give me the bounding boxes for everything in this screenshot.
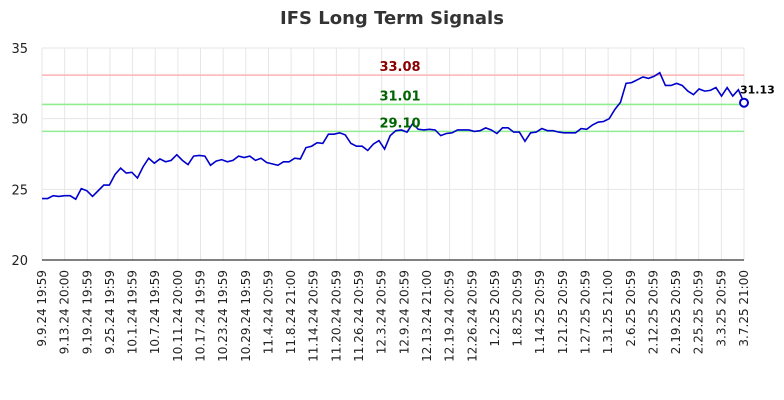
x-tick-label: 3.7.25 21:00 — [737, 270, 751, 347]
x-tick-label: 1.21.25 20:59 — [556, 270, 570, 354]
x-tick-label: 10.7.24 19:59 — [148, 270, 162, 354]
x-tick-label: 10.23.24 19:59 — [216, 270, 230, 362]
x-tick-label: 3.3.25 20:59 — [714, 270, 728, 347]
x-tick-label: 2.6.25 20:59 — [624, 270, 638, 347]
x-tick-label: 12.9.24 20:59 — [397, 270, 411, 354]
reference-label: 29.10 — [379, 116, 420, 131]
x-tick-label: 11.14.24 20:59 — [307, 270, 321, 362]
x-tick-label: 12.13.24 21:00 — [420, 270, 434, 362]
x-tick-label: 2.19.25 20:59 — [669, 270, 683, 354]
x-tick-label: 2.25.25 20:59 — [692, 270, 706, 354]
series-line — [42, 71, 745, 201]
x-tick-label: 10.1.24 19:59 — [126, 270, 140, 354]
x-tick-label: 1.8.25 20:59 — [511, 270, 525, 347]
x-tick-label: 11.20.24 20:59 — [329, 270, 343, 362]
x-tick-label: 10.17.24 19:59 — [194, 270, 208, 362]
last-point-marker — [739, 97, 749, 108]
reference-label: 31.01 — [379, 89, 420, 104]
last-value-label: 31.13 — [740, 84, 775, 97]
y-tick-label: 20 — [11, 254, 28, 269]
x-tick-label: 11.26.24 20:59 — [352, 270, 366, 362]
reference-label: 33.08 — [379, 60, 420, 75]
x-tick-label: 1.27.25 20:59 — [578, 270, 592, 354]
x-tick-label: 10.29.24 19:59 — [239, 270, 253, 362]
y-tick-label: 30 — [11, 113, 28, 128]
x-tick-label: 10.11.24 20:00 — [171, 270, 185, 362]
chart-title: IFS Long Term Signals — [280, 8, 504, 29]
x-tick-label: 1.14.25 20:59 — [533, 270, 547, 354]
x-tick-label: 12.26.24 20:59 — [465, 270, 479, 362]
y-tick-label: 25 — [11, 183, 28, 198]
x-tick-label: 11.4.24 20:59 — [261, 270, 275, 354]
x-tick-label: 9.19.24 19:59 — [80, 270, 94, 354]
y-tick-label: 35 — [11, 42, 28, 57]
x-tick-label: 1.31.25 21:00 — [601, 270, 615, 354]
x-tick-label: 12.19.24 20:59 — [443, 270, 457, 362]
x-tick-label: 9.13.24 20:00 — [58, 270, 72, 354]
x-tick-label: 9.9.24 19:59 — [35, 270, 49, 347]
x-tick-label: 11.8.24 21:00 — [284, 270, 298, 354]
x-tick-label: 12.3.24 20:59 — [375, 270, 389, 354]
x-tick-label: 1.2.25 20:59 — [488, 270, 502, 347]
x-tick-label: 2.12.25 20:59 — [646, 270, 660, 354]
x-tick-label: 9.25.24 19:59 — [103, 270, 117, 354]
